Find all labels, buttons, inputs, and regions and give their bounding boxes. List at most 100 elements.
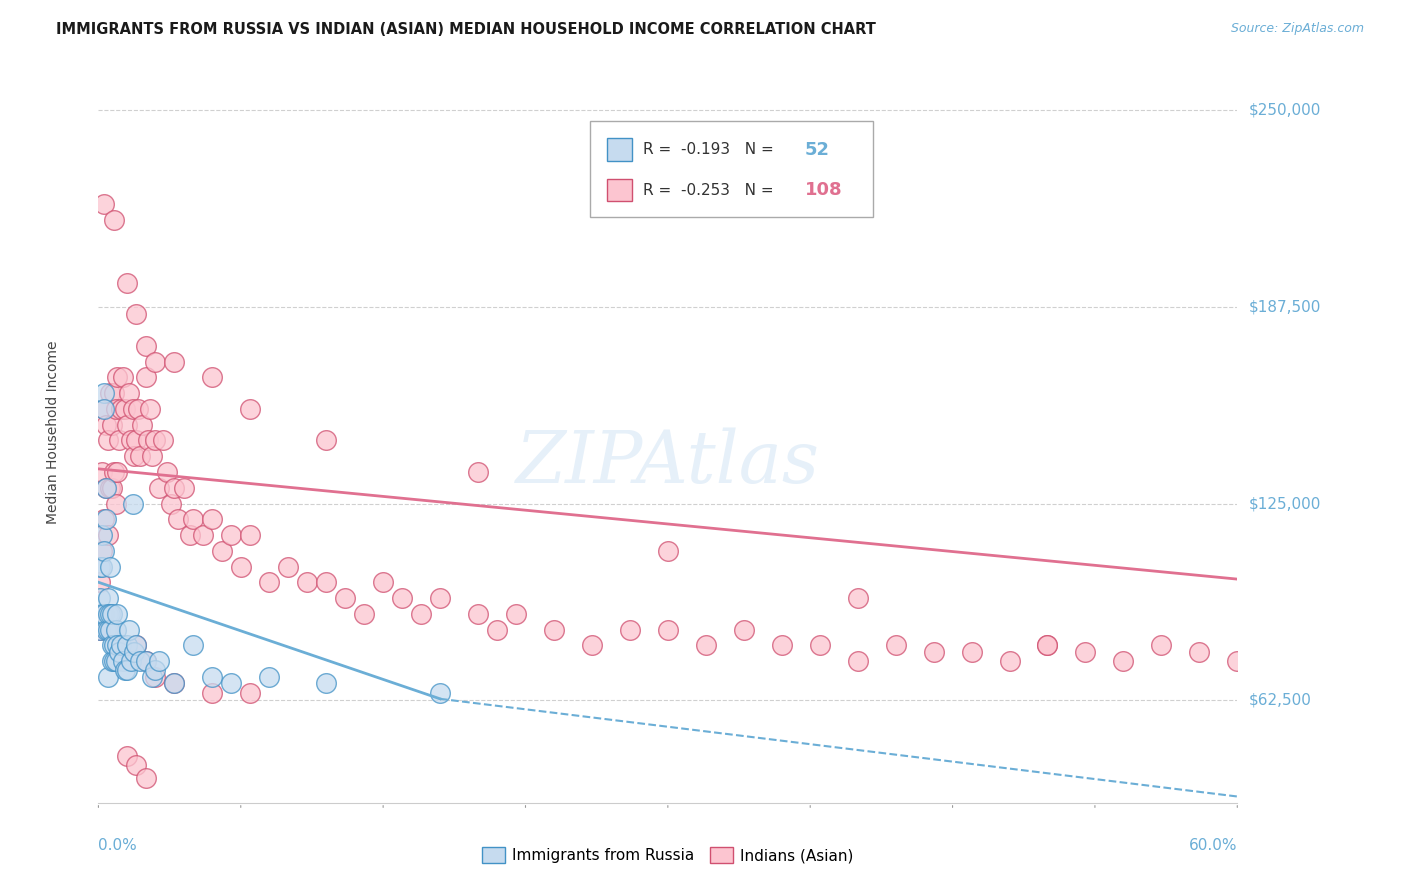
Point <box>104 623 127 637</box>
Point <box>114 664 136 678</box>
Legend: Immigrants from Russia, Indians (Asian): Immigrants from Russia, Indians (Asian) <box>475 841 860 869</box>
Point <box>148 654 170 668</box>
Point <box>103 213 125 227</box>
Point <box>127 402 149 417</box>
Point <box>100 638 122 652</box>
Point <box>107 370 129 384</box>
Point <box>129 654 152 668</box>
Point <box>115 276 138 290</box>
Point <box>115 664 138 678</box>
Point <box>486 623 509 637</box>
Point <box>315 575 337 590</box>
Point <box>91 543 114 558</box>
Point <box>94 623 117 637</box>
Point <box>100 417 122 432</box>
Point <box>371 575 394 590</box>
Point <box>429 591 451 605</box>
Point <box>93 543 115 558</box>
Text: R =  -0.253   N =: R = -0.253 N = <box>644 183 783 197</box>
Point <box>695 638 717 652</box>
Point <box>335 591 357 605</box>
Point <box>112 370 135 384</box>
Point <box>125 308 148 322</box>
Point <box>221 676 243 690</box>
Point <box>152 434 174 448</box>
Point <box>543 623 565 637</box>
Point <box>229 559 252 574</box>
Point <box>808 638 831 652</box>
Point <box>97 607 120 621</box>
Point <box>97 623 120 637</box>
Point <box>91 528 114 542</box>
Point <box>135 339 157 353</box>
Point <box>998 654 1021 668</box>
Point <box>124 644 146 658</box>
Point <box>138 402 160 417</box>
Point <box>411 607 433 621</box>
Point <box>191 528 214 542</box>
Point <box>211 543 233 558</box>
Text: Source: ZipAtlas.com: Source: ZipAtlas.com <box>1230 22 1364 36</box>
Point <box>201 685 224 699</box>
Text: 0.0%: 0.0% <box>98 838 138 853</box>
Point <box>581 638 603 652</box>
Point <box>135 370 157 384</box>
Point <box>657 623 679 637</box>
Point <box>121 496 143 510</box>
Text: ZIPAtlas: ZIPAtlas <box>516 427 820 498</box>
Point <box>108 644 131 658</box>
Point <box>221 528 243 542</box>
Point <box>98 607 121 621</box>
Point <box>94 417 117 432</box>
Point <box>124 449 146 463</box>
Point <box>118 386 141 401</box>
Point <box>91 465 114 479</box>
Point <box>115 748 138 763</box>
Point <box>98 481 121 495</box>
Point <box>163 676 186 690</box>
Point <box>125 638 148 652</box>
Point <box>100 481 122 495</box>
Point <box>922 644 945 658</box>
Point <box>1036 638 1059 652</box>
Point <box>107 607 129 621</box>
Point <box>1036 638 1059 652</box>
Point <box>104 402 127 417</box>
Point <box>619 623 641 637</box>
Point <box>89 559 111 574</box>
Point <box>125 638 148 652</box>
Point <box>467 607 489 621</box>
Point <box>97 591 120 605</box>
Point <box>93 512 115 526</box>
Point <box>173 481 195 495</box>
Text: IMMIGRANTS FROM RUSSIA VS INDIAN (ASIAN) MEDIAN HOUSEHOLD INCOME CORRELATION CHA: IMMIGRANTS FROM RUSSIA VS INDIAN (ASIAN)… <box>56 22 876 37</box>
Point <box>112 654 135 668</box>
Point <box>657 543 679 558</box>
Point <box>163 481 186 495</box>
Point <box>297 575 319 590</box>
Point <box>1150 638 1173 652</box>
Point <box>98 386 121 401</box>
Point <box>141 449 163 463</box>
Point <box>239 685 262 699</box>
Point <box>110 402 132 417</box>
Point <box>129 449 152 463</box>
Point <box>1112 654 1135 668</box>
Point <box>97 528 120 542</box>
Point <box>103 465 125 479</box>
Point <box>1226 654 1249 668</box>
Point <box>135 654 157 668</box>
Point <box>115 638 138 652</box>
Point <box>100 607 122 621</box>
Point <box>239 528 262 542</box>
Point <box>94 512 117 526</box>
Point <box>884 638 907 652</box>
Point <box>115 417 138 432</box>
Point <box>846 654 869 668</box>
Point <box>145 355 167 369</box>
Point <box>353 607 375 621</box>
Point <box>97 670 120 684</box>
Point <box>107 638 129 652</box>
Point <box>315 676 337 690</box>
Text: 108: 108 <box>806 181 842 199</box>
